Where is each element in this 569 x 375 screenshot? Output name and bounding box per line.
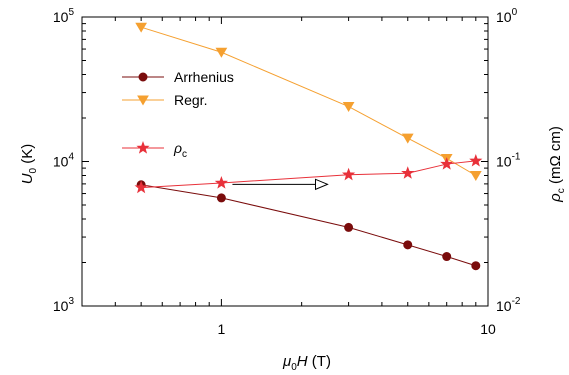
- series-line: [141, 160, 476, 189]
- x-tick-label: 1: [218, 321, 226, 337]
- y-right-tick-label: 10-2: [496, 296, 521, 314]
- axis-arrow-head: [314, 178, 329, 191]
- plot-frame: [81, 16, 489, 307]
- y-left-axis-title: U0 (K): [19, 144, 39, 185]
- series-line: [141, 184, 476, 267]
- data-point: [344, 222, 354, 232]
- data-point: [134, 180, 148, 194]
- legend-label: Arrhenius: [174, 69, 234, 85]
- data-point: [216, 193, 226, 203]
- legend-item-2: ρc: [122, 140, 187, 160]
- legend: Arrhenius Regr. ρc: [122, 69, 234, 160]
- y-right-tick-label: 10-1: [496, 152, 521, 170]
- y-left-tick-label: 103: [53, 296, 75, 314]
- y-right-tick-label: 100: [496, 7, 518, 25]
- legend-swatch-marker: [137, 95, 149, 106]
- legend-item-0: Arrhenius: [122, 69, 234, 85]
- data-point: [342, 102, 355, 113]
- data-point: [215, 47, 228, 58]
- data-point: [442, 252, 452, 262]
- series-1: [135, 22, 482, 181]
- legend-item-1: Regr.: [122, 92, 207, 108]
- series-line: [140, 26, 477, 176]
- series-2: [134, 153, 483, 194]
- axis-ticks: 1 10 103 104 105 10-2 10-1 100: [53, 7, 521, 337]
- y-left-tick-label: 104: [53, 152, 75, 170]
- plot-border: [81, 16, 489, 307]
- data-point: [469, 171, 482, 181]
- series-0: [136, 180, 481, 271]
- data-point: [403, 240, 413, 250]
- y-left-tick-label: 105: [53, 7, 75, 25]
- x-tick-label: 10: [480, 321, 496, 337]
- x-axis-title: μ0H (T): [282, 353, 331, 373]
- y-right-axis-title: ρc (mΩ cm): [547, 126, 567, 203]
- annotation-layer: [232, 178, 329, 191]
- data-point: [342, 167, 356, 181]
- data-point: [401, 166, 415, 179]
- legend-label: ρc: [173, 140, 187, 160]
- data-point: [214, 176, 228, 189]
- data-point: [401, 133, 414, 144]
- legend-label: Regr.: [174, 92, 207, 108]
- series-layer: [134, 22, 483, 271]
- legend-swatch-marker: [138, 72, 148, 82]
- data-point: [471, 261, 481, 271]
- data-point: [440, 157, 454, 170]
- legend-swatch-marker: [136, 141, 150, 154]
- data-point: [135, 22, 148, 33]
- data-point: [469, 153, 483, 167]
